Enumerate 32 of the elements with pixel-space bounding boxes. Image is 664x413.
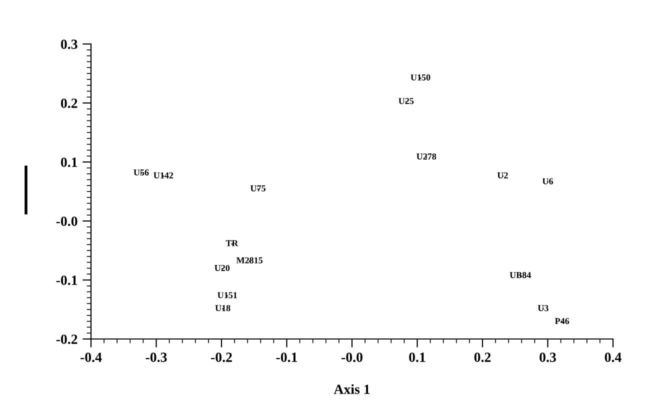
data-label: UB84: [510, 272, 531, 278]
x-axis-title: Axis 1: [334, 384, 370, 394]
data-label: U278: [416, 153, 436, 160]
x-tick-label: 0.2: [474, 352, 491, 362]
data-label: U142: [154, 172, 174, 178]
x-tick-label: -0.3: [146, 352, 167, 362]
y-tick-label: -0.0: [56, 216, 78, 226]
x-tick-label: 0.1: [409, 352, 426, 362]
data-label: U20: [214, 264, 230, 272]
data-label: U6: [542, 178, 554, 184]
data-label: U18: [215, 305, 230, 312]
x-tick-label: -0.4: [80, 352, 102, 362]
data-label: M2815: [236, 257, 263, 264]
y-tick-label: 0.3: [60, 40, 78, 50]
x-tick-label: 0.4: [604, 352, 622, 362]
y-tick-label: 0.2: [60, 98, 78, 108]
data-label: P46: [554, 318, 570, 324]
x-tick-label: -0.0: [342, 352, 362, 362]
data-label: U150: [410, 74, 430, 80]
y-tick-label: -0.2: [56, 334, 78, 344]
data-label: TR: [226, 240, 238, 246]
x-tick-label: -0.2: [211, 352, 232, 362]
data-label: U75: [250, 185, 266, 192]
y-tick-label: -0.1: [56, 276, 78, 286]
data-label: U25: [398, 98, 414, 104]
x-tick-label: 0.3: [540, 352, 556, 362]
data-label: U2: [497, 172, 508, 178]
x-tick-label: -0.1: [276, 352, 298, 362]
data-label: U151: [218, 292, 237, 298]
data-label: U56: [134, 169, 149, 176]
data-label: U3: [538, 305, 548, 312]
y-tick-label: 0.1: [60, 158, 78, 168]
